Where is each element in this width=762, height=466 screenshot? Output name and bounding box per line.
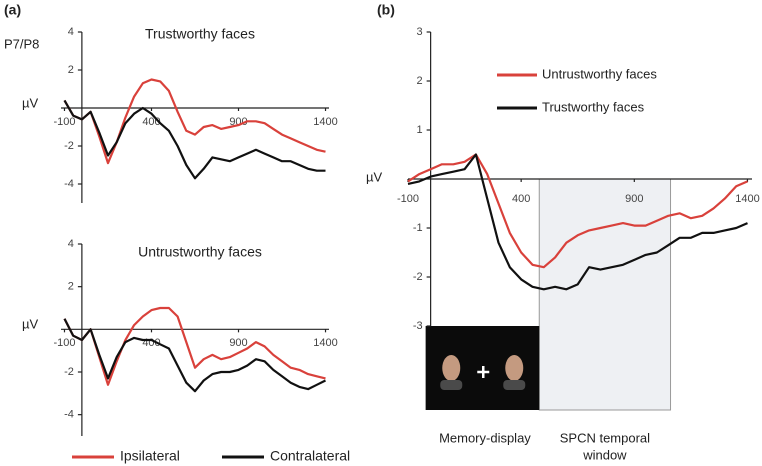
x-tick-label: 900 <box>229 337 247 349</box>
y-tick-label: 4 <box>68 26 74 38</box>
y-tick-label: 1 <box>417 124 423 136</box>
series-line <box>407 153 748 291</box>
legend-label: Ipsilateral <box>120 448 180 464</box>
legend-label: Contralateral <box>270 448 350 464</box>
y-axis-label: µV <box>366 169 382 184</box>
y-tick-label: 2 <box>68 64 74 76</box>
series-line <box>63 78 326 165</box>
x-tick-label: 1400 <box>313 116 337 128</box>
x-tick-label: 1400 <box>313 337 337 349</box>
x-tick-label: 1400 <box>735 193 759 205</box>
chart-title: Trustworthy faces <box>145 26 255 42</box>
panel-label: (a) <box>4 2 21 18</box>
x-tick-label: 400 <box>512 193 530 205</box>
series-line <box>63 99 326 180</box>
shaded-window <box>538 178 672 411</box>
chart-title: Untrustworthy faces <box>138 244 262 260</box>
x-tick-label: -100 <box>53 337 75 349</box>
series-line <box>63 318 326 393</box>
y-axis-label: µV <box>22 95 38 110</box>
annotation: window <box>582 447 627 462</box>
y-tick-label: 2 <box>417 75 423 87</box>
panel-label: (b) <box>377 2 395 18</box>
annotation: P7/P8 <box>4 36 39 51</box>
face-image <box>442 355 461 381</box>
y-tick-label: -2 <box>64 140 74 152</box>
y-tick-label: -4 <box>64 409 74 421</box>
series-line <box>63 306 326 386</box>
annotation: Memory-display <box>439 430 531 445</box>
face-image <box>505 355 524 381</box>
x-tick-label: -100 <box>397 193 419 205</box>
y-tick-label: -1 <box>413 222 423 234</box>
y-axis-label: µV <box>22 316 38 331</box>
y-tick-label: -2 <box>413 271 423 283</box>
y-tick-label: 4 <box>68 238 74 250</box>
series-line <box>407 153 748 269</box>
x-tick-label: -100 <box>53 116 75 128</box>
face-shirt <box>503 380 526 390</box>
y-tick-label: -4 <box>64 178 74 190</box>
x-tick-label: 900 <box>625 193 643 205</box>
x-tick-label: 900 <box>229 116 247 128</box>
y-tick-label: -2 <box>64 366 74 378</box>
face-shirt <box>440 380 463 390</box>
y-tick-label: 2 <box>68 281 74 293</box>
y-tick-label: -3 <box>413 320 423 332</box>
legend-label: Untrustworthy faces <box>542 66 657 81</box>
y-tick-label: 3 <box>417 26 423 38</box>
annotation: SPCN temporal <box>560 430 650 445</box>
legend-label: Trustworthy faces <box>542 99 645 114</box>
